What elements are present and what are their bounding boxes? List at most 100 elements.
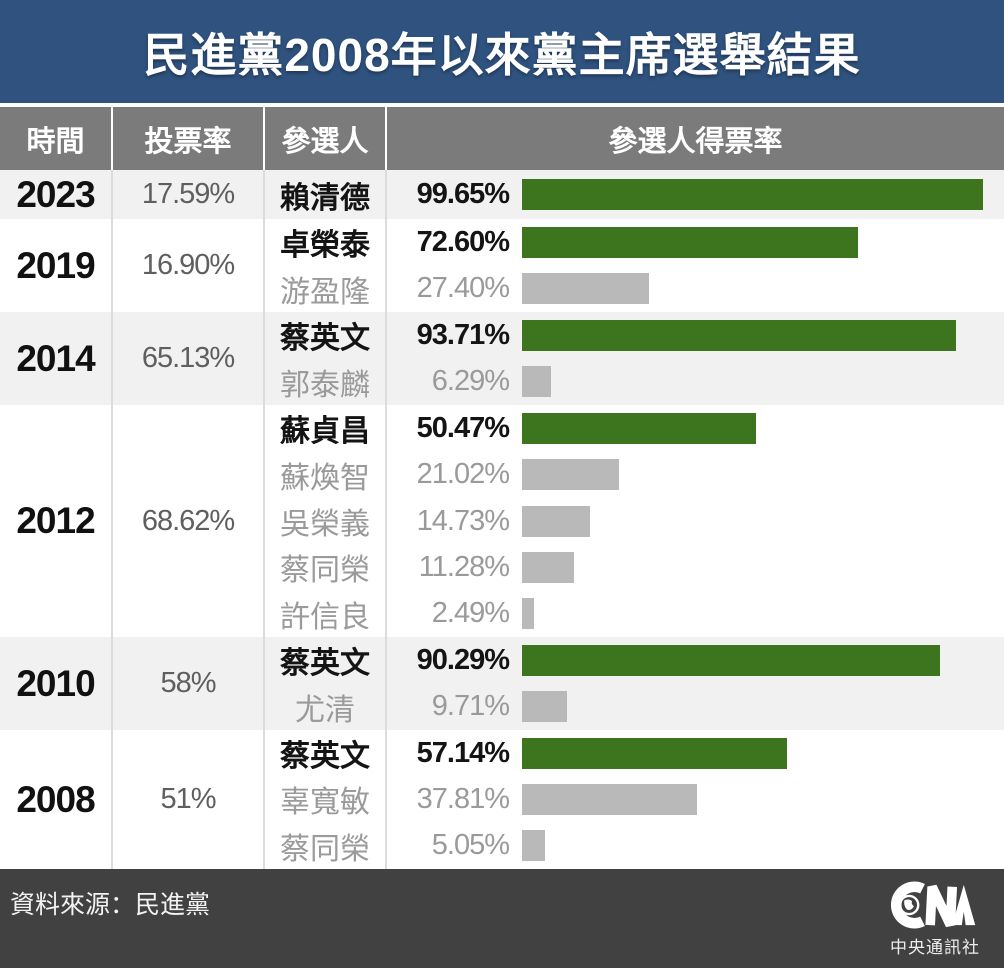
candidate-names: 蔡英文 尤清 <box>265 637 387 730</box>
vote-share-label: 99.65% <box>416 178 510 210</box>
header-vote-share: 參選人得票率 <box>608 125 783 158</box>
candidate-name: 蔡同榮 <box>280 554 370 588</box>
bar-track <box>522 319 985 351</box>
agency-name: 中央通訊社 <box>890 938 980 957</box>
table-header: 時間 投票率 參選人 參選人得票率 <box>0 107 1004 170</box>
table-row: 2010 58% 蔡英文 尤清 90.29% 9.71% <box>0 637 1004 730</box>
candidate-name: 游盈隆 <box>280 275 370 309</box>
result-line: 99.65% <box>387 170 1004 219</box>
candidate-names: 賴清德 <box>265 170 387 219</box>
candidate-results: 90.29% 9.71% <box>387 637 1004 730</box>
turnout-cell: 68.62% <box>113 405 265 637</box>
candidate-name: 蔡英文 <box>280 322 370 356</box>
bar-track <box>522 412 985 444</box>
table-row: 2008 51% 蔡英文 辜寬敏 蔡同榮 57.14% 37.81% 5.05% <box>0 730 1004 869</box>
vote-share-label: 14.73% <box>416 504 510 537</box>
source-note: 資料來源：民進黨 <box>10 891 211 919</box>
result-line: 90.29% <box>387 637 1004 684</box>
vote-share-label: 57.14% <box>416 736 510 769</box>
bar-track <box>522 644 985 676</box>
page-title: 民進黨2008年以來黨主席選舉結果 <box>143 28 861 81</box>
vote-share-label: 37.81% <box>416 782 510 815</box>
result-line: 9.71% <box>387 684 1004 731</box>
loser-bar <box>522 830 546 862</box>
winner-bar <box>522 319 956 351</box>
candidate-name: 蔡同榮 <box>280 832 370 866</box>
loser-bar <box>522 598 534 630</box>
candidate-results: 50.47% 21.02% 14.73% 11.28% 2.49% <box>387 405 1004 637</box>
loser-bar <box>522 551 575 583</box>
vote-share-label: 21.02% <box>416 458 510 491</box>
loser-bar <box>522 783 698 815</box>
candidate-results: 57.14% 37.81% 5.05% <box>387 730 1004 869</box>
result-line: 50.47% <box>387 405 1004 451</box>
bar-track <box>522 783 985 815</box>
bar-track <box>522 459 985 491</box>
loser-bar <box>522 366 552 398</box>
loser-bar <box>522 273 649 305</box>
result-line: 57.14% <box>387 730 1004 776</box>
loser-bar <box>522 691 567 723</box>
result-line: 6.29% <box>387 359 1004 406</box>
vote-share-label: 11.28% <box>418 550 510 583</box>
year-cell: 2014 <box>0 312 113 405</box>
year-cell: 2008 <box>0 730 113 869</box>
candidate-results: 72.60% 27.40% <box>387 219 1004 312</box>
candidate-name: 蘇煥智 <box>280 461 370 495</box>
turnout-cell: 16.90% <box>113 219 265 312</box>
result-line: 21.02% <box>387 451 1004 497</box>
candidate-name: 蔡英文 <box>280 647 370 681</box>
vote-share-label: 9.71% <box>431 690 510 723</box>
bar-track <box>522 830 985 862</box>
year-cell: 2010 <box>0 637 113 730</box>
candidate-names: 卓榮泰 游盈隆 <box>265 219 387 312</box>
results-table-body: 2023 17.59% 賴清德 99.65% 2019 16.90% 卓榮泰 游盈… <box>0 170 1004 869</box>
candidate-name: 郭泰麟 <box>280 368 370 402</box>
winner-bar <box>522 412 756 444</box>
bar-track <box>522 366 985 398</box>
winner-bar <box>522 644 941 676</box>
title-bar: 民進黨2008年以來黨主席選舉結果 <box>0 0 1004 103</box>
vote-share-label: 90.29% <box>416 643 510 676</box>
loser-bar <box>522 459 620 491</box>
turnout-cell: 58% <box>113 637 265 730</box>
table-row: 2014 65.13% 蔡英文郭泰麟 93.71% 6.29% <box>0 312 1004 405</box>
result-line: 72.60% <box>387 219 1004 266</box>
vote-share-label: 5.05% <box>431 829 510 862</box>
loser-bar <box>522 505 591 537</box>
winner-bar <box>522 737 787 769</box>
cna-logo: 中央通訊社 <box>880 879 990 958</box>
bar-track <box>522 226 985 258</box>
turnout-cell: 17.59% <box>113 170 265 219</box>
vote-share-label: 27.40% <box>416 272 510 305</box>
result-line: 93.71% <box>387 312 1004 359</box>
candidate-name: 辜寬敏 <box>280 786 370 820</box>
vote-share-label: 2.49% <box>431 597 510 630</box>
result-line: 27.40% <box>387 266 1004 313</box>
candidate-name: 賴清德 <box>280 181 370 215</box>
header-candidate: 參選人 <box>265 107 387 170</box>
vote-share-label: 50.47% <box>416 411 510 444</box>
vote-share-label: 72.60% <box>416 225 510 258</box>
result-line: 11.28% <box>387 544 1004 590</box>
candidate-names: 蘇貞昌 蘇煥智 吳榮義 蔡同榮 許信良 <box>265 405 387 637</box>
result-line: 14.73% <box>387 498 1004 544</box>
turnout-cell: 65.13% <box>113 312 265 405</box>
header-time: 時間 <box>0 107 113 170</box>
candidate-results: 99.65% <box>387 170 1004 219</box>
bar-track <box>522 737 985 769</box>
winner-bar <box>522 179 984 210</box>
year-cell: 2012 <box>0 405 113 637</box>
candidate-name: 許信良 <box>280 600 370 634</box>
bar-track <box>522 691 985 723</box>
candidate-names: 蔡英文 辜寬敏 蔡同榮 <box>265 730 387 869</box>
candidate-name: 吳榮義 <box>280 508 370 542</box>
bar-track <box>522 551 985 583</box>
candidate-name: 卓榮泰 <box>280 229 370 263</box>
title-divider <box>0 103 1004 107</box>
result-line: 37.81% <box>387 776 1004 822</box>
year-cell: 2019 <box>0 219 113 312</box>
candidate-name: 蔡英文 <box>280 740 370 774</box>
vote-share-label: 6.29% <box>431 365 510 398</box>
